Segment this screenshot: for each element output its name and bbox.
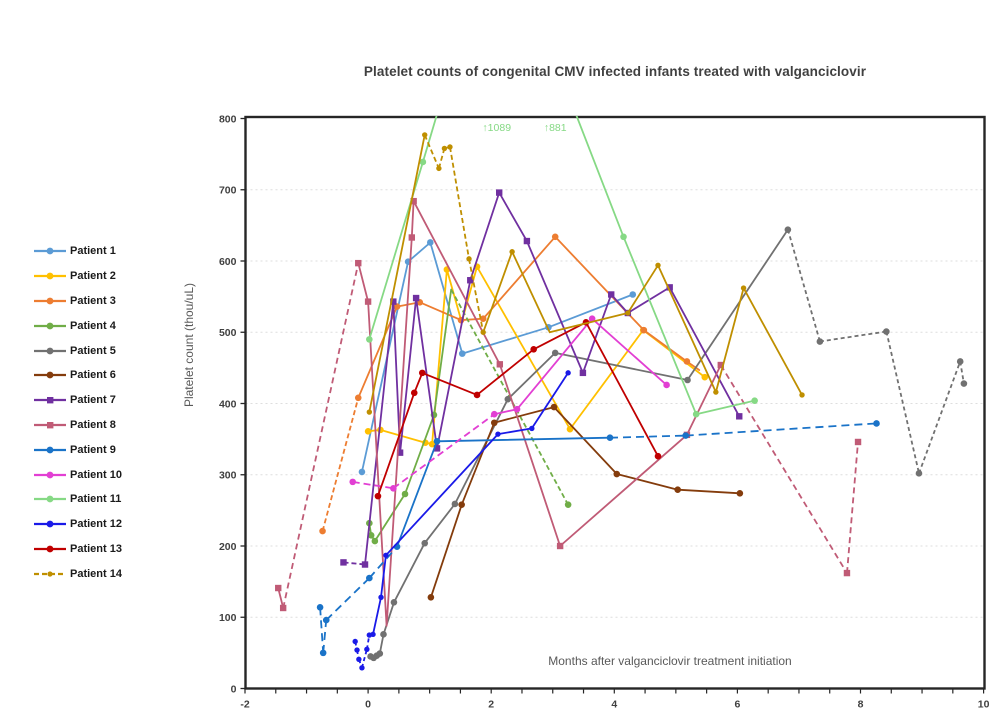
series-patient-3: [319, 233, 701, 535]
x-tick-label: 6: [734, 699, 740, 711]
legend-item-patient-11: Patient 11: [33, 487, 183, 512]
legend-swatch: [34, 495, 66, 503]
legend-label: Patient 7: [70, 394, 116, 407]
chart-legend: Patient 1 Patient 2 Patient 3 Patient 4 Pati…: [33, 239, 183, 586]
y-tick-label: 600: [219, 256, 237, 268]
legend-label: Patient 3: [70, 294, 116, 307]
y-axis-title: Platelet count (thou/uL): [182, 283, 196, 407]
series-markers: [367, 226, 968, 662]
legend-swatch: [34, 322, 66, 330]
x-tick-label: 8: [858, 699, 864, 711]
legend-swatch: [34, 247, 66, 255]
legend-item-patient-14: Patient 14: [33, 561, 183, 586]
series-markers: [358, 239, 637, 476]
legend-swatch: [34, 446, 66, 454]
legend-swatch: [34, 347, 66, 354]
series-patient-1: [358, 239, 637, 476]
legend-label: Patient 14: [70, 567, 122, 580]
series-patient-11: [366, 116, 758, 418]
series-patient-5: [367, 226, 968, 662]
legend-label: Patient 2: [70, 270, 116, 283]
x-axis-title: Months after valganciclovir treatment in…: [548, 654, 791, 668]
series-markers: [352, 370, 571, 671]
offscale-annotation: ↑881: [544, 122, 567, 134]
series-markers: [366, 158, 758, 418]
x-tick-label: 0: [365, 699, 371, 711]
x-tick-label: 2: [488, 699, 494, 711]
legend-label: Patient 11: [70, 493, 122, 506]
legend-label: Patient 5: [70, 344, 116, 357]
y-tick-label: 100: [219, 612, 237, 624]
series-markers: [319, 233, 691, 535]
series-markers: [340, 189, 743, 568]
gridlines: [245, 189, 985, 618]
legend-item-patient-5: Patient 5: [33, 338, 183, 363]
series-patient-7: [340, 189, 743, 568]
legend-item-patient-1: Patient 1: [33, 239, 183, 264]
series-markers: [374, 318, 662, 500]
legend-swatch: [34, 571, 66, 577]
y-tick-label: 500: [219, 327, 237, 339]
series-markers: [427, 403, 744, 601]
legend-swatch: [34, 371, 66, 379]
series-patient-14: [366, 132, 805, 415]
legend-item-patient-3: Patient 3: [33, 289, 183, 314]
legend-swatch: [34, 272, 66, 280]
x-axis: -2 0 2 4 6 8 10: [240, 688, 990, 711]
offscale-annotation: ↑1089: [482, 122, 511, 134]
legend-label: Patient 1: [70, 245, 116, 258]
legend-item-patient-6: Patient 6: [33, 363, 183, 388]
series-patient-9: [316, 420, 880, 657]
legend-label: Patient 10: [70, 468, 122, 481]
plot-border: [244, 115, 986, 690]
y-tick-label: 300: [219, 470, 237, 482]
legend-swatch: [34, 297, 66, 305]
legend-item-patient-9: Patient 9: [33, 437, 183, 462]
legend-swatch: [34, 397, 66, 404]
y-tick-label: 700: [219, 185, 237, 197]
y-axis: 0 100 200 300 400 500 600 700 800: [219, 113, 246, 695]
legend-item-patient-13: Patient 13: [33, 537, 183, 562]
legend-label: Patient 4: [70, 319, 116, 332]
legend-swatch: [34, 421, 66, 429]
y-tick-label: 400: [219, 398, 237, 410]
series-patient-8: [275, 197, 862, 627]
legend-label: Patient 8: [70, 418, 116, 431]
legend-label: Patient 13: [70, 542, 122, 555]
y-tick-label: 800: [219, 113, 237, 125]
page-title: Platelet counts of congenital CMV infect…: [363, 64, 867, 79]
series-markers: [366, 132, 805, 415]
legend-label: Patient 12: [70, 518, 122, 531]
legend-item-patient-4: Patient 4: [33, 313, 183, 338]
legend-item-patient-12: Patient 12: [33, 512, 183, 537]
legend-swatch: [34, 471, 66, 478]
legend-label: Patient 6: [70, 369, 116, 382]
legend-item-patient-8: Patient 8: [33, 413, 183, 438]
legend-swatch: [34, 545, 66, 553]
legend-item-patient-2: Patient 2: [33, 264, 183, 289]
series-patient-13: [374, 318, 662, 500]
legend-item-patient-10: Patient 10: [33, 462, 183, 487]
series-markers: [275, 197, 862, 612]
y-tick-label: 0: [231, 683, 237, 695]
x-tick-label: 4: [611, 699, 617, 711]
series-markers: [349, 315, 670, 492]
legend-label: Patient 9: [70, 443, 116, 456]
legend-item-patient-7: Patient 7: [33, 388, 183, 413]
legend-swatch: [34, 520, 66, 528]
y-tick-label: 200: [219, 541, 237, 553]
series-patient-10: [349, 315, 670, 492]
series-patient-12: [352, 370, 571, 671]
series-patient-6: [427, 403, 744, 601]
series-patient-4: [366, 288, 572, 545]
x-tick-label: -2: [240, 699, 249, 711]
x-tick-label: 10: [978, 699, 990, 711]
